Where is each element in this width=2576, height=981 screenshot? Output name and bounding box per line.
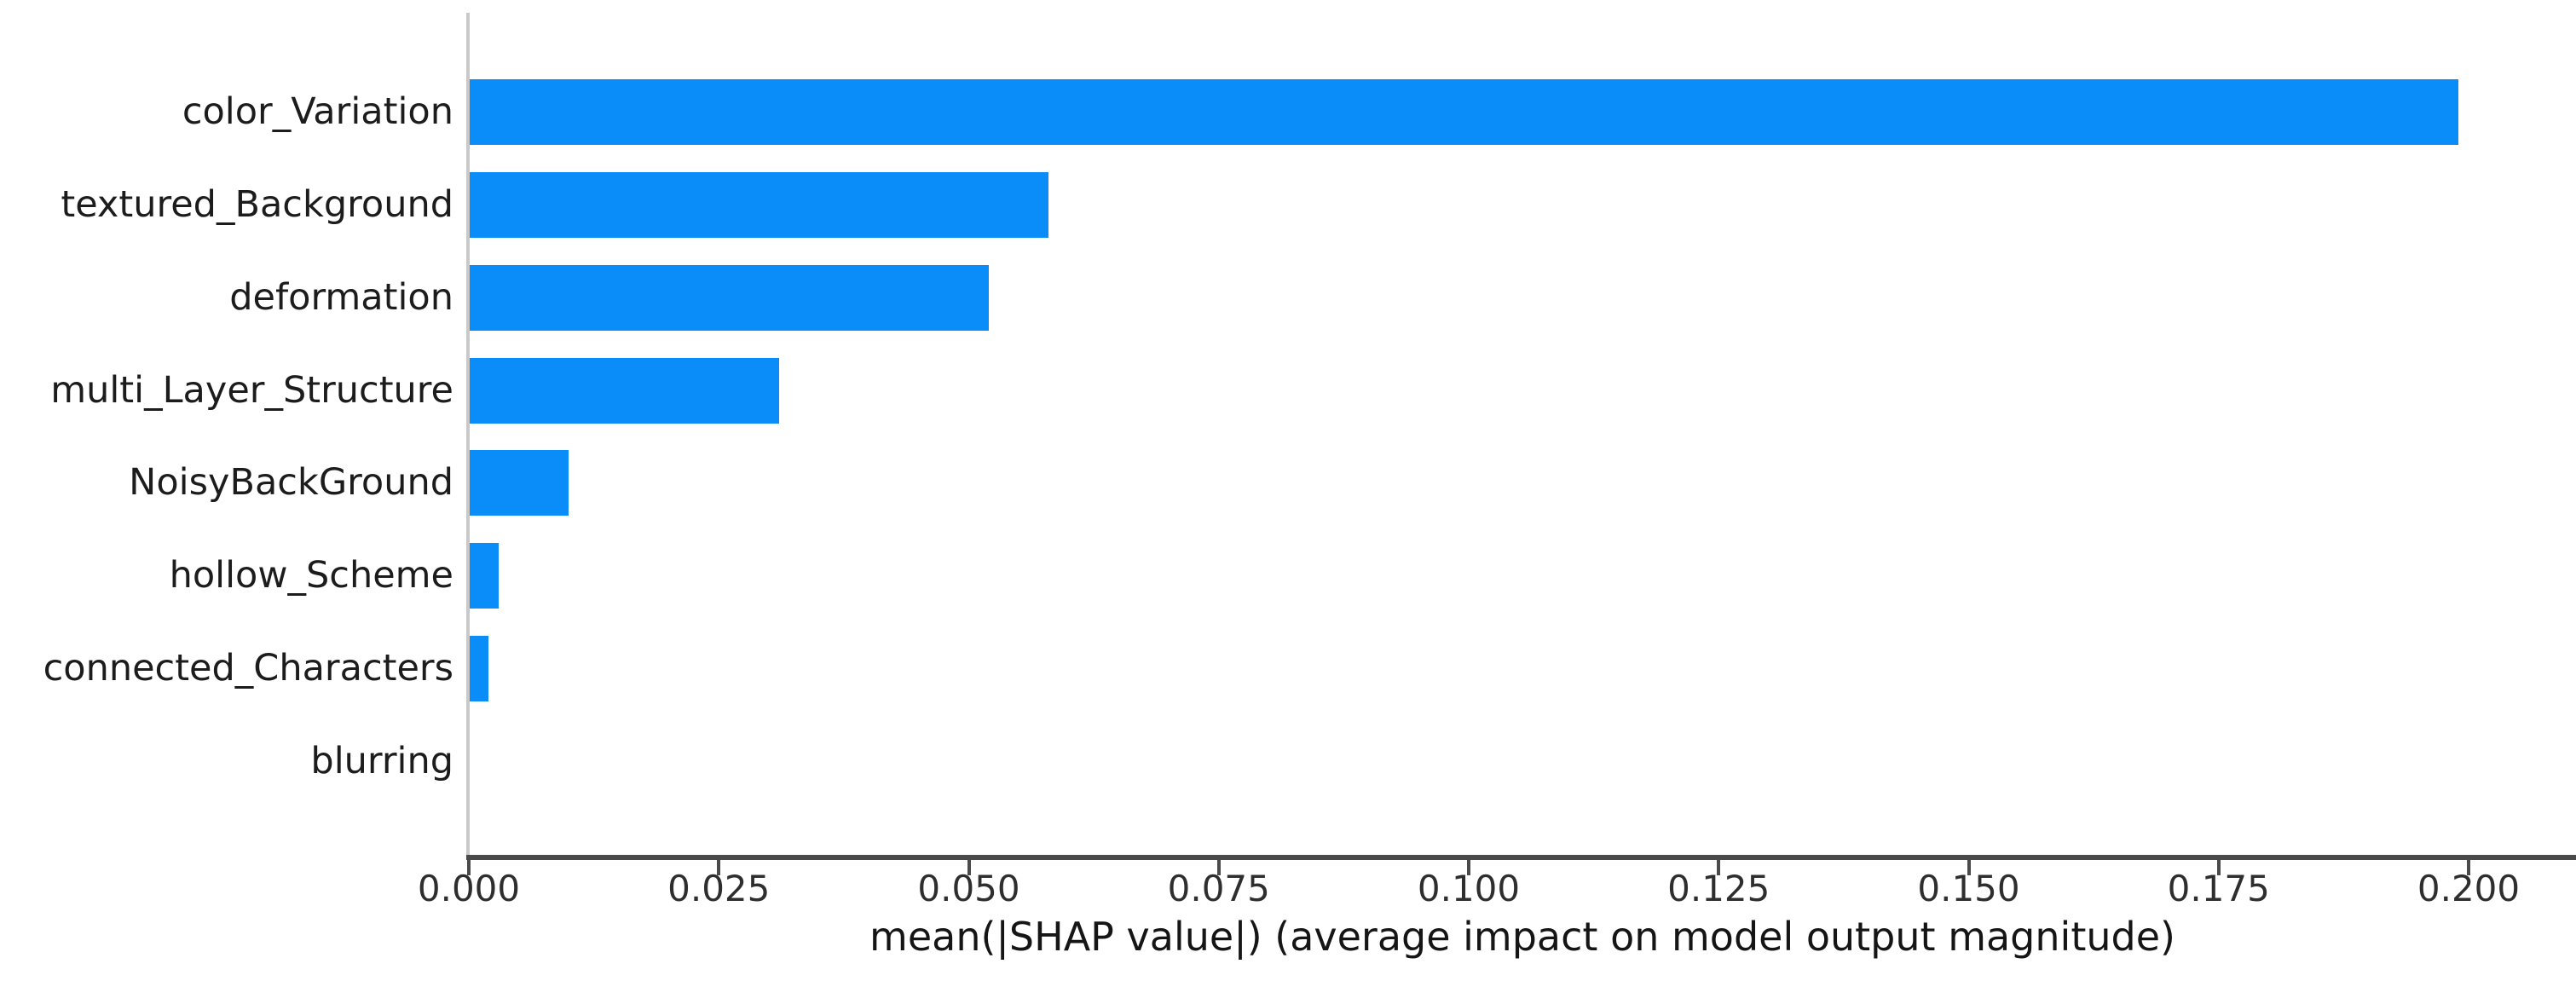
bar	[469, 636, 488, 702]
x-tick-label: 0.075	[1167, 868, 1270, 909]
x-tick-mark	[1717, 860, 1721, 875]
x-tick-mark	[467, 860, 471, 875]
y-tick-label: multi_Layer_Structure	[50, 368, 453, 412]
y-tick-label: connected_Characters	[43, 647, 453, 690]
y-tick-label: deformation	[229, 275, 453, 319]
x-tick-label: 0.125	[1667, 868, 1770, 909]
y-tick-label: color_Variation	[182, 90, 453, 133]
x-tick-label: 0.050	[917, 868, 1020, 909]
x-tick-mark	[717, 860, 721, 875]
x-tick-mark	[1216, 860, 1221, 875]
x-tick-label: 0.000	[417, 868, 521, 909]
x-tick-label: 0.200	[2417, 868, 2521, 909]
bar	[469, 264, 989, 331]
bar	[469, 450, 569, 516]
bar	[469, 171, 1048, 238]
x-tick-label: 0.100	[1417, 868, 1521, 909]
y-tick-label: hollow_Scheme	[169, 554, 453, 597]
x-tick-mark	[2467, 860, 2470, 875]
x-tick-label: 0.025	[667, 868, 771, 909]
x-tick-mark	[1967, 860, 1971, 875]
bar	[469, 79, 2458, 145]
x-tick-label: 0.150	[1917, 868, 2020, 909]
bar	[469, 357, 779, 424]
y-axis-line	[466, 13, 470, 858]
y-tick-label: blurring	[310, 740, 453, 783]
x-tick-mark	[1467, 860, 1470, 875]
y-tick-label: NoisyBackGround	[129, 461, 453, 505]
x-tick-label: 0.175	[2167, 868, 2270, 909]
x-axis-line	[466, 855, 2576, 860]
x-tick-mark	[2216, 860, 2221, 875]
y-tick-label: textured_Background	[61, 182, 453, 226]
plot-area	[466, 13, 2576, 875]
x-tick-mark	[967, 860, 971, 875]
bar	[469, 543, 499, 609]
x-axis-title: mean(|SHAP value|) (average impact on mo…	[869, 914, 2175, 960]
